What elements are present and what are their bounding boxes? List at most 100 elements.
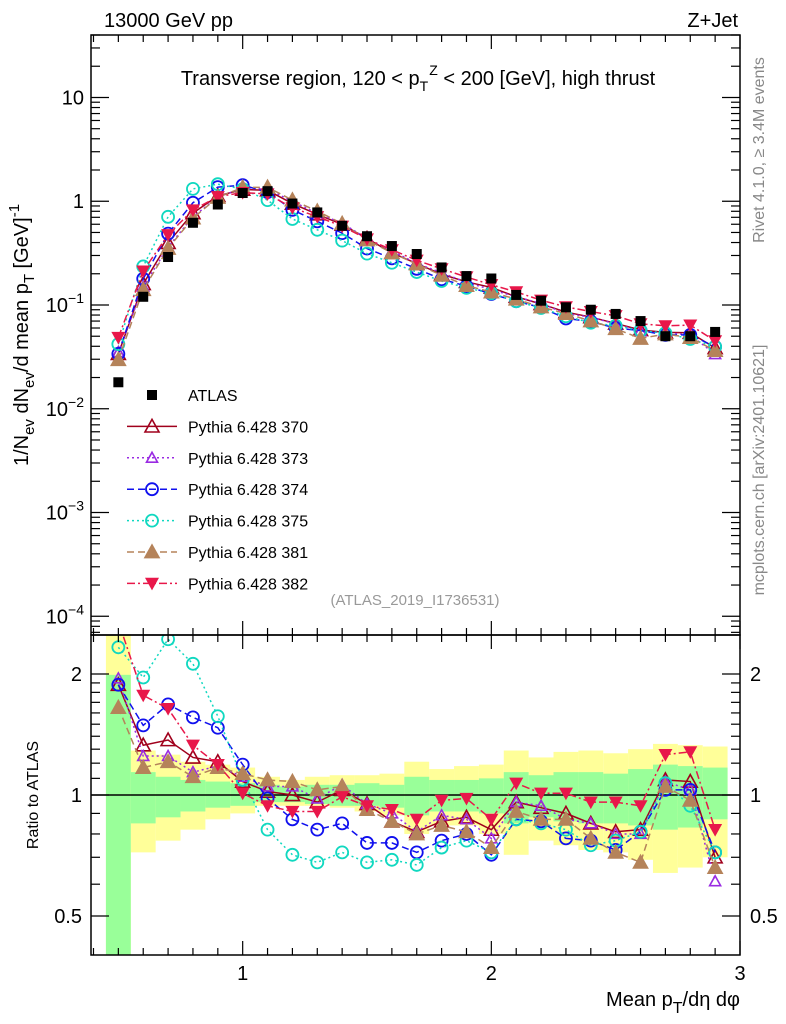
series-373-ratio-point <box>583 816 598 829</box>
series-381-ratio-point <box>458 823 475 839</box>
series-382-ratio-point <box>384 803 399 817</box>
series-375-point <box>186 182 200 196</box>
series-370-ratio-point <box>159 731 177 747</box>
atlas-data-point <box>436 262 447 273</box>
series-381-ratio-point <box>681 791 699 807</box>
ratio-y-axis-label: Ratio to ATLAS <box>25 741 42 849</box>
series-382-point <box>161 229 176 242</box>
series-381-ratio-point <box>259 771 276 787</box>
series-373-ratio-point <box>708 874 722 887</box>
series-381-ratio-point <box>532 810 550 826</box>
series-381-ratio-point <box>383 812 401 828</box>
chart-title: Transverse region, 120 < pTZ < 200 [GeV]… <box>181 62 656 94</box>
series-381-ratio-point <box>632 853 649 869</box>
ratio-band-stat <box>478 778 504 814</box>
series-382-ratio-point <box>136 689 151 703</box>
series-381-point <box>458 276 475 292</box>
atlas-data-point <box>585 304 596 315</box>
atlas-data-point <box>362 231 373 242</box>
series-374-ratio-point <box>360 836 374 850</box>
x-tick-label: 2 <box>486 963 497 985</box>
atlas-data-point <box>610 308 621 319</box>
series-375-ratio-point <box>409 858 424 872</box>
series-374-ratio-point <box>111 677 126 692</box>
legend-label: Pythia 6.428 375 <box>188 514 308 531</box>
legend-marker <box>143 543 161 559</box>
series-375-ratio-point <box>360 855 374 870</box>
legend-label: Pythia 6.428 370 <box>188 419 308 436</box>
series-382-point <box>210 191 225 204</box>
series-370-ratio-point <box>607 823 625 839</box>
series-382-point <box>111 331 126 345</box>
x-tick-label: 1 <box>237 963 248 985</box>
series-381-ratio-point <box>582 829 600 845</box>
series-374-ratio-point <box>186 710 200 725</box>
atlas-data-point <box>138 291 149 302</box>
header-left: 13000 GeV pp <box>104 10 233 32</box>
series-370-ratio-point <box>284 786 301 802</box>
legend-label: ATLAS <box>188 388 238 405</box>
series-382-ratio-point <box>409 813 424 827</box>
series-382-ratio-point <box>509 777 524 791</box>
series-373-ratio-point <box>608 826 623 840</box>
series-381-ratio-point <box>557 810 575 826</box>
x-tick-label: 3 <box>734 963 745 985</box>
y-tick-label: 10−2 <box>46 394 84 421</box>
atlas-data-point <box>337 220 348 231</box>
atlas-data-point <box>411 249 422 260</box>
series-375-point <box>310 222 325 237</box>
series-382-ratio-point <box>111 616 125 629</box>
y-axis-label: 1/Nev dNev/d mean pT [GeV]-1 <box>6 204 38 466</box>
x-axis-label: Mean pT/dη dφ <box>606 989 740 1017</box>
legend-label: Pythia 6.428 382 <box>188 576 308 593</box>
series-382-point <box>185 204 200 217</box>
legend-marker <box>145 513 159 528</box>
series-381-ratio-point <box>134 758 152 774</box>
series-381-line <box>117 186 716 360</box>
axis-ticks: 1 2 3 10 1 10−1 10−2 10−3 10−4 2 2 1 1 0.5 0.5 <box>46 34 778 985</box>
ratio-tick-label: 0.5 <box>54 906 82 928</box>
series-375-ratio-point <box>136 670 151 685</box>
legend-marker <box>145 482 159 497</box>
series-381-ratio-point <box>308 781 326 797</box>
y-tick-label: 10−1 <box>46 290 84 317</box>
ratio-band-stat <box>404 776 430 816</box>
legend-marker <box>147 390 157 400</box>
series-374-ratio-point <box>434 833 449 848</box>
atlas-data-point <box>710 326 721 337</box>
series-381-ratio-point <box>184 768 202 784</box>
series-370-ratio-point <box>681 772 699 788</box>
legend-marker <box>145 450 159 464</box>
atlas-data-point <box>163 252 174 263</box>
series-382-ratio-point <box>633 800 648 813</box>
series-381-point <box>582 312 600 328</box>
series-382-ratio-point <box>484 813 499 827</box>
series-374-ratio-point <box>384 836 399 850</box>
series-382-ratio-point <box>434 794 449 808</box>
atlas-data-point <box>237 188 248 199</box>
ratio-bands <box>105 635 728 955</box>
atlas-data-point <box>312 207 323 218</box>
series-382-point <box>136 265 151 279</box>
legend-marker <box>143 417 161 433</box>
series-370-line <box>117 188 716 355</box>
y-tick-label: 10 <box>62 87 84 109</box>
atlas-data-point <box>635 316 646 327</box>
header-right: Z+Jet <box>687 10 738 32</box>
series-382-point <box>683 319 698 333</box>
ratio-band-stat <box>130 772 156 824</box>
legend-label: Pythia 6.428 381 <box>188 545 308 562</box>
series-381-ratio-point <box>284 772 301 788</box>
series-373-line <box>117 187 716 355</box>
series-381-ratio-point <box>433 816 450 832</box>
series-382-ratio-point <box>608 796 623 810</box>
series-374-ratio-point <box>335 816 350 831</box>
series-370-ratio-point <box>184 748 202 764</box>
series-375-ratio-point <box>434 840 449 855</box>
series-381-point <box>607 320 625 336</box>
legend: ATLAS Pythia 6.428 370 Pythia 6.428 373 Pyt… <box>127 388 308 593</box>
series-381-point <box>632 329 649 345</box>
y-tick-label: 10−3 <box>46 498 84 525</box>
series-381-point <box>109 351 127 367</box>
